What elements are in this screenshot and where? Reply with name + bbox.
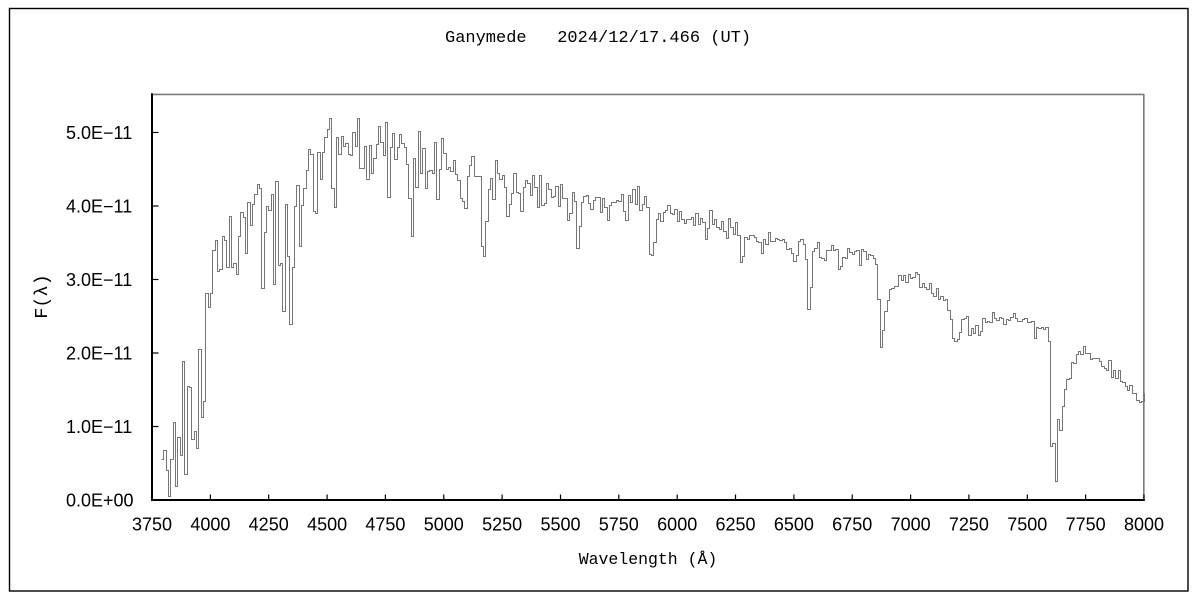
svg-text:7000: 7000 <box>891 515 931 535</box>
svg-text:6000: 6000 <box>657 515 697 535</box>
svg-text:Wavelength (Å): Wavelength (Å) <box>579 550 718 569</box>
svg-text:0.0E+00: 0.0E+00 <box>66 490 134 510</box>
svg-text:7500: 7500 <box>1007 515 1047 535</box>
svg-text:6500: 6500 <box>774 515 814 535</box>
svg-text:8000: 8000 <box>1124 515 1164 535</box>
svg-text:7250: 7250 <box>949 515 989 535</box>
svg-text:2.0E−11: 2.0E−11 <box>66 343 132 363</box>
svg-text:7750: 7750 <box>1066 515 1106 535</box>
svg-text:4250: 4250 <box>249 515 289 535</box>
svg-text:5000: 5000 <box>424 515 464 535</box>
svg-text:5250: 5250 <box>482 515 522 535</box>
svg-text:5.0E−11: 5.0E−11 <box>66 123 132 143</box>
svg-text:4000: 4000 <box>190 515 230 535</box>
svg-text:6750: 6750 <box>832 515 872 535</box>
svg-text:3.0E−11: 3.0E−11 <box>66 270 132 290</box>
svg-text:1.0E−11: 1.0E−11 <box>66 417 132 437</box>
svg-text:5750: 5750 <box>599 515 639 535</box>
svg-text:5500: 5500 <box>540 515 580 535</box>
svg-text:4.0E−11: 4.0E−11 <box>66 196 132 216</box>
svg-text:4750: 4750 <box>365 515 405 535</box>
svg-text:Ganymede 2024/12/17.466 (UT): Ganymede 2024/12/17.466 (UT) <box>445 29 751 48</box>
svg-text:6250: 6250 <box>715 515 755 535</box>
svg-text:3750: 3750 <box>132 515 172 535</box>
svg-text:4500: 4500 <box>307 515 347 535</box>
svg-text:F(λ): F(λ) <box>32 274 53 318</box>
